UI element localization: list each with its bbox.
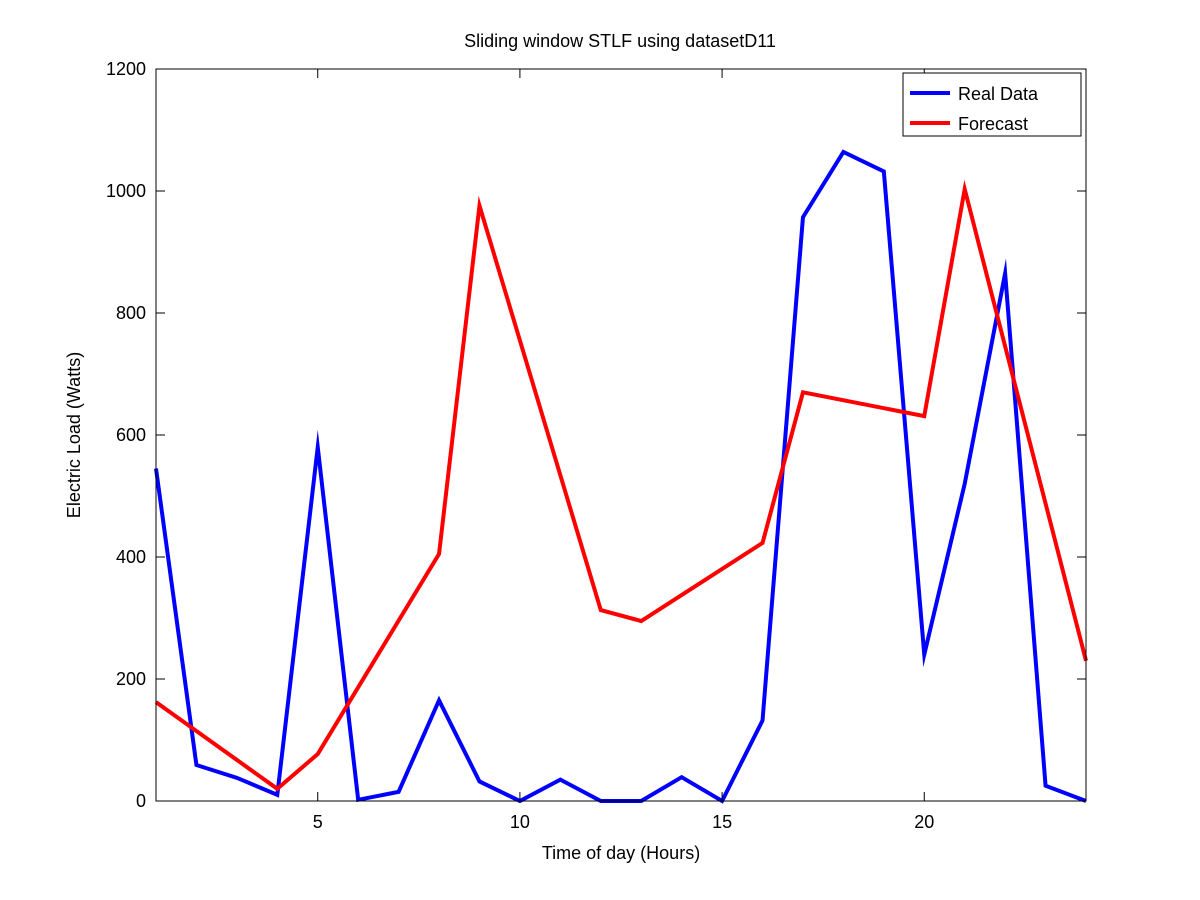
y-axis-ticks: 0 200 400 600 800 1000 1200	[106, 59, 1086, 811]
x-tick-label: 15	[712, 812, 732, 832]
y-tick-label: 0	[136, 791, 146, 811]
x-axis-ticks: 5 10 15 20	[313, 69, 934, 832]
y-tick-label: 1200	[106, 59, 146, 79]
y-tick-label: 200	[116, 669, 146, 689]
x-axis-label: Time of day (Hours)	[542, 843, 700, 863]
legend-box	[902, 72, 1082, 137]
legend: Real Data Forecast	[902, 72, 1082, 137]
plot-lines	[154, 149, 1088, 804]
y-tick-label: 800	[116, 303, 146, 323]
x-tick-label: 20	[914, 812, 934, 832]
series-line-0	[154, 149, 1087, 804]
legend-label-0: Real Data	[958, 84, 1039, 104]
plot-frame	[155, 68, 1087, 802]
y-tick-label: 1000	[106, 181, 146, 201]
legend-label-1: Forecast	[958, 114, 1028, 134]
x-tick-label: 5	[313, 812, 323, 832]
y-tick-label: 600	[116, 425, 146, 445]
series-line-1	[154, 179, 1088, 792]
y-axis-label: Electric Load (Watts)	[64, 352, 84, 518]
chart-title: Sliding window STLF using datasetD11	[464, 31, 776, 51]
x-tick-label: 10	[510, 812, 530, 832]
y-tick-label: 400	[116, 547, 146, 567]
